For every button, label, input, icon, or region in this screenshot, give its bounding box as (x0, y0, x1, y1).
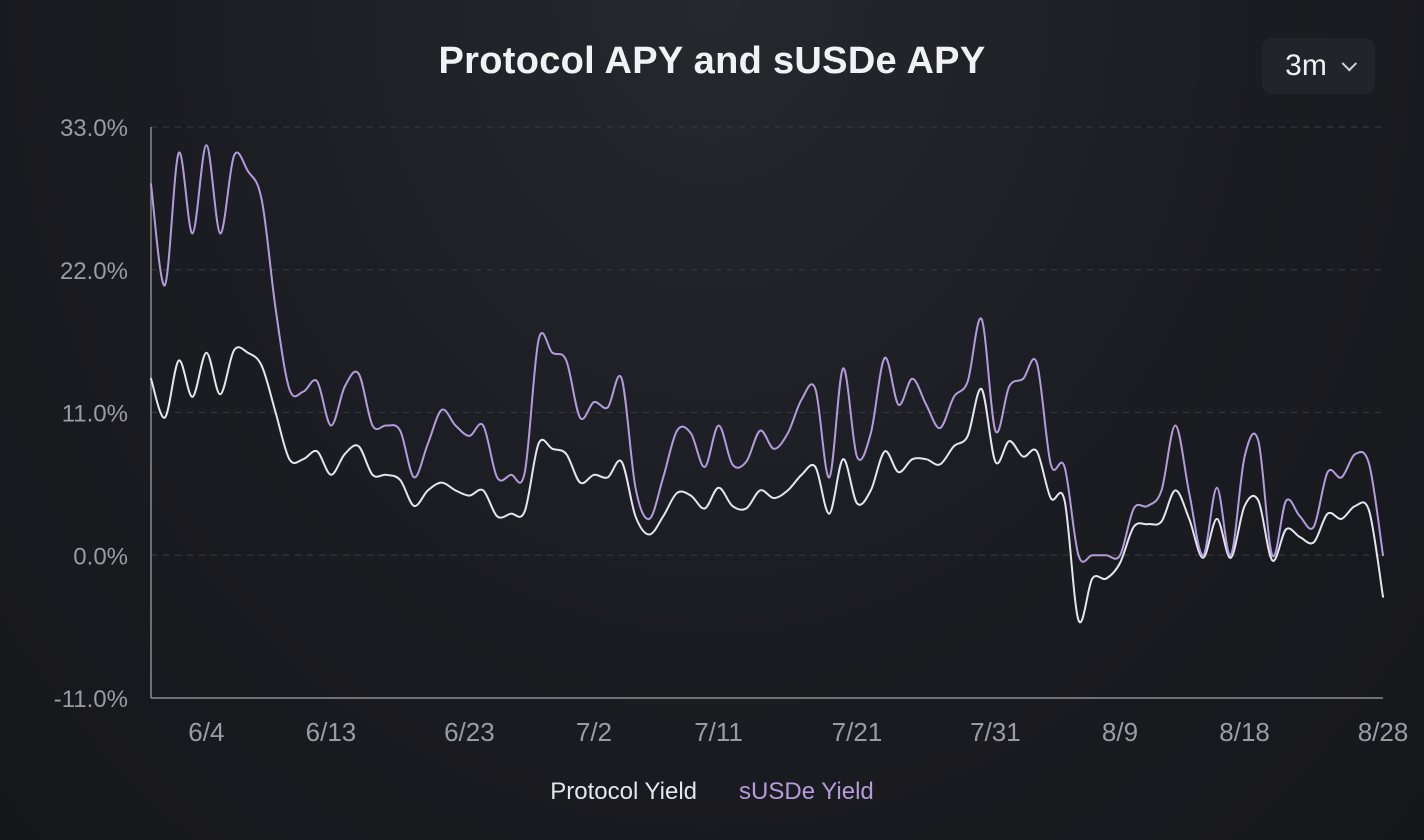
time-range-value: 3m (1285, 49, 1327, 82)
x-tick-label: 7/21 (832, 717, 883, 747)
series-lines (150, 144, 1384, 624)
time-range-dropdown[interactable]: 3m (1262, 38, 1375, 94)
grid-lines (151, 126, 1383, 556)
series-line-protocol-yield (150, 346, 1384, 624)
series-line-susde-yield (150, 144, 1384, 563)
y-tick-labels: 33.0% 22.0% 11.0% 0.0% -11.0% (54, 115, 128, 713)
x-tick-labels: 6/4 6/13 6/23 7/2 7/11 7/21 7/31 8/9 8/18 8/28 (188, 717, 1408, 747)
x-tick-label: 8/9 (1102, 717, 1138, 747)
y-tick-label: 0.0% (73, 543, 128, 570)
x-tick-label: 7/31 (970, 717, 1021, 747)
y-tick-label: 22.0% (60, 258, 128, 285)
x-tick-label: 6/4 (188, 717, 224, 747)
x-tick-label: 8/18 (1219, 717, 1270, 747)
x-tick-label: 6/13 (306, 717, 357, 747)
y-tick-label: -11.0% (54, 686, 128, 713)
x-tick-label: 7/11 (694, 717, 743, 747)
x-tick-label: 6/23 (444, 717, 495, 747)
legend-item-protocol-yield[interactable]: Protocol Yield (550, 778, 698, 805)
chart-title: Protocol APY and sUSDe APY (438, 40, 986, 82)
legend: Protocol Yield sUSDe Yield (0, 778, 1424, 806)
x-tick-label: 8/28 (1358, 717, 1409, 747)
axes (150, 127, 1383, 699)
x-tick-label: 7/2 (576, 717, 612, 747)
y-tick-label: 11.0% (62, 401, 128, 428)
legend-item-susde-yield[interactable]: sUSDe Yield (739, 778, 874, 805)
y-tick-label: 33.0% (60, 115, 128, 142)
